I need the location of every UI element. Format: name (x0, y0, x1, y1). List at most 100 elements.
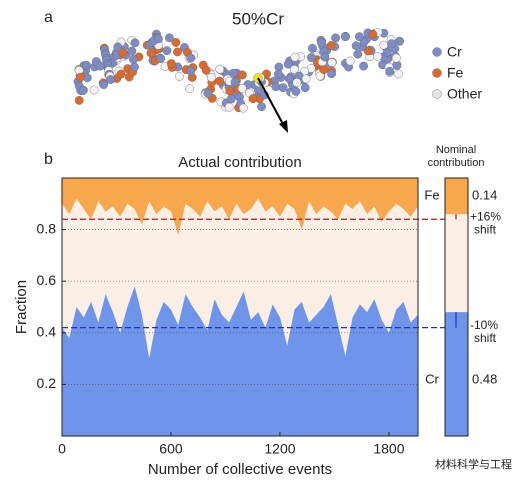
y-axis-label: Fraction (13, 280, 30, 334)
atom (248, 94, 258, 104)
atom (290, 52, 300, 62)
atom (230, 77, 240, 87)
series-name: Fe (424, 187, 439, 202)
nominal-value: 0.48 (472, 371, 497, 386)
atom (186, 66, 196, 76)
atom (331, 33, 340, 43)
atom (186, 53, 196, 63)
series-name: Cr (425, 371, 439, 386)
atom (271, 82, 281, 92)
atom (237, 70, 247, 80)
atom (351, 41, 361, 51)
atom (203, 88, 213, 98)
x-tick-label: 0 (58, 441, 66, 457)
shift-text: shift (474, 222, 497, 236)
atom (224, 102, 234, 112)
nominal-title: Nominal (436, 144, 476, 156)
atom (154, 34, 163, 44)
atom (82, 60, 91, 70)
atom (327, 69, 336, 79)
legend-label: Other (447, 86, 482, 102)
atom (284, 74, 294, 84)
atom (130, 38, 140, 48)
atom (156, 54, 166, 63)
atom (185, 84, 195, 94)
chart-title: Actual contribution (178, 154, 301, 171)
atom (392, 61, 402, 71)
atom (317, 38, 326, 48)
atom (238, 103, 248, 113)
x-tick-label: 1200 (264, 441, 295, 457)
atom (345, 56, 355, 66)
atom (368, 29, 378, 39)
arrow-head (279, 120, 288, 133)
atom (201, 65, 211, 75)
nominal-value: 0.14 (472, 187, 497, 202)
y-tick-label: 0.4 (37, 324, 57, 340)
atom (300, 83, 310, 93)
atom (162, 46, 172, 56)
atom (353, 49, 363, 59)
atom (130, 62, 139, 72)
atom (326, 41, 336, 50)
legend-swatch (432, 68, 442, 78)
atom (278, 83, 288, 93)
area (62, 286, 418, 436)
atom (99, 80, 109, 89)
atom (359, 61, 368, 71)
atom (308, 43, 317, 53)
shift-text: shift (474, 331, 497, 345)
x-tick-label: 1800 (373, 441, 404, 457)
area (62, 178, 418, 235)
x-tick-label: 600 (159, 441, 183, 457)
panel-label: a (44, 9, 53, 26)
y-tick-label: 0.2 (37, 375, 57, 391)
atom (393, 69, 403, 79)
atom (237, 83, 247, 93)
atom (164, 33, 174, 43)
atom (283, 59, 293, 69)
legend-swatch (432, 89, 442, 99)
atom (292, 78, 302, 87)
atom (146, 48, 156, 58)
legend-label: Fe (447, 65, 464, 81)
atom (355, 32, 364, 42)
x-axis-label: Number of collective events (148, 461, 332, 478)
atom (274, 69, 283, 79)
atom (113, 42, 123, 52)
shift-label: -10% (470, 318, 498, 332)
atom (89, 85, 99, 95)
atom (301, 74, 311, 84)
y-tick-label: 0.6 (37, 272, 57, 288)
atom (229, 68, 238, 78)
atom (78, 86, 88, 96)
atom (127, 46, 137, 56)
atom-illustration (73, 27, 404, 133)
nominal-frame (444, 177, 469, 437)
shift-label: +16% (470, 209, 501, 223)
atom (171, 38, 181, 47)
atom (116, 69, 126, 79)
panel-title: 50%Cr (232, 9, 284, 28)
atom (76, 72, 85, 82)
atom (226, 94, 236, 104)
atom (395, 36, 404, 46)
atom (391, 53, 401, 63)
y-tick-label: 0.8 (37, 220, 57, 236)
atom (215, 76, 224, 86)
atom (95, 61, 105, 71)
watermark: 材料科学与工程 (435, 457, 512, 471)
atom (225, 86, 235, 96)
atom (387, 39, 397, 49)
atom (289, 65, 299, 74)
atom (319, 65, 329, 75)
trajectory-arrow (257, 77, 285, 127)
legend-swatch (432, 47, 442, 57)
atom (174, 72, 184, 81)
atom (363, 46, 373, 56)
atom (173, 47, 182, 57)
atom (129, 55, 138, 64)
atom (206, 73, 216, 82)
atom (320, 52, 330, 62)
